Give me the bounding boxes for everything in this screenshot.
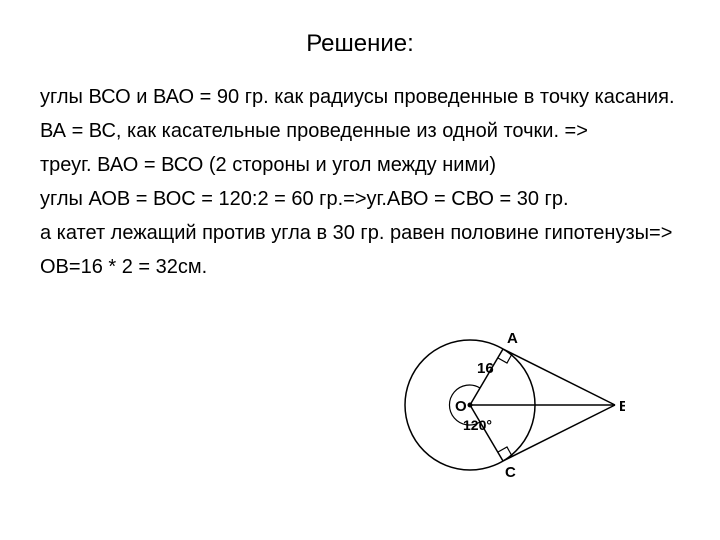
solution-line-3: треуг. ВАО = ВСО (2 стороны и угол между… — [40, 150, 680, 180]
label-O: О — [455, 398, 467, 415]
label-B: В — [619, 398, 625, 415]
solution-line-4: углы АОВ = ВОС = 120:2 = 60 гр.=>уг.АВО … — [40, 184, 680, 214]
label-C: С — [505, 464, 516, 481]
solution-line-6: ОВ=16 * 2 = 32см. — [40, 252, 680, 282]
solution-line-1: углы ВСО и ВАО = 90 гр. как радиусы пров… — [40, 82, 680, 112]
page-title: Решение: — [40, 30, 680, 58]
solution-line-5: а катет лежащий против угла в 30 гр. рав… — [40, 218, 680, 248]
geometry-diagram: О А В С 16 120° — [395, 295, 625, 495]
label-radius-16: 16 — [477, 360, 494, 377]
center-dot — [468, 403, 473, 408]
solution-line-2: ВА = ВС, как касательные проведенные из … — [40, 116, 680, 146]
label-A: А — [507, 330, 518, 347]
label-angle-120: 120° — [463, 417, 492, 433]
solution-body: углы ВСО и ВАО = 90 гр. как радиусы пров… — [40, 82, 680, 282]
